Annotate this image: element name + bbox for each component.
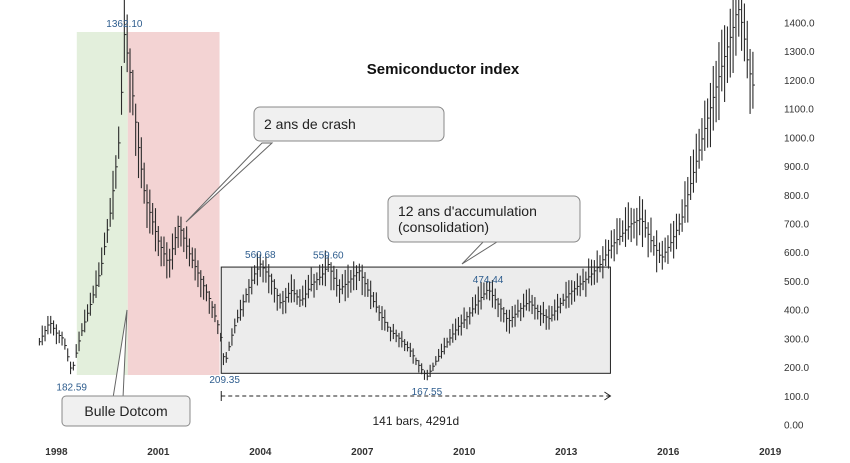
callouts: 2 ans de crash 12 ans d'accumulation(cons… xyxy=(61,106,612,428)
y-tick-label: 400.0 xyxy=(784,306,809,317)
x-tick-label: 2007 xyxy=(351,447,374,458)
consolidation-box-group xyxy=(220,266,611,374)
y-tick-label: 700.0 xyxy=(784,220,809,231)
measure-arrow xyxy=(604,391,612,401)
y-tick-label: 100.0 xyxy=(784,392,809,403)
y-tick-label: 1200.0 xyxy=(784,76,815,87)
dotcom-callout xyxy=(61,395,191,427)
accumulation-callout xyxy=(387,195,581,243)
y-tick-label: 1300.0 xyxy=(784,47,815,58)
point-label: 559.60 xyxy=(313,250,344,261)
y-axis-labels: 0.00 100.0 200.0 300.0 400.0 500.0 600.0 700.0 8… xyxy=(784,19,815,432)
y-tick-label: 1100.0 xyxy=(784,105,814,116)
point-label: 182.59 xyxy=(56,383,87,394)
x-tick-label: 2001 xyxy=(147,447,170,458)
y-tick-label: 800.0 xyxy=(784,191,809,202)
x-tick-label: 2004 xyxy=(249,447,272,458)
point-label: 474.44 xyxy=(473,275,504,286)
x-tick-label: 2019 xyxy=(759,447,782,458)
point-label: 1362.10 xyxy=(106,19,143,30)
accumulation-callout-line2: (consolidation) xyxy=(398,219,489,235)
y-tick-label: 1000.0 xyxy=(784,133,815,144)
x-tick-label: 1998 xyxy=(45,447,68,458)
accumulation-callout-pointer xyxy=(461,239,502,265)
highlight-regions xyxy=(76,32,220,375)
chart-title: Semiconductor index xyxy=(367,61,520,78)
x-axis-labels: 1998 2001 2004 2007 2010 2013 2016 2019 xyxy=(45,447,781,458)
point-label: 560.68 xyxy=(245,250,276,261)
crash-callout-pointer xyxy=(185,142,274,223)
dotcom-callout-label: Bulle Dotcom xyxy=(84,403,167,419)
y-tick-label: 0.00 xyxy=(784,421,804,432)
y-tick-label: 200.0 xyxy=(784,363,809,374)
y-tick-label: 500.0 xyxy=(784,277,809,288)
point-labels: 1362.10 182.59 560.68 559.60 474.44 209.35 167… xyxy=(56,19,503,398)
crash-callout xyxy=(253,106,445,142)
y-tick-label: 900.0 xyxy=(784,162,809,173)
y-tick-label: 600.0 xyxy=(784,248,809,259)
point-label: 209.35 xyxy=(209,375,240,386)
point-label: 167.55 xyxy=(412,387,443,398)
y-tick-label: 1400.0 xyxy=(784,19,815,30)
measure-label: 141 bars, 4291d xyxy=(372,414,459,428)
crash-callout-label: 2 ans de crash xyxy=(264,116,356,132)
consolidation-box xyxy=(220,266,611,374)
region-0 xyxy=(76,32,128,375)
x-tick-label: 2016 xyxy=(657,447,680,458)
accumulation-callout-line1: 12 ans d'accumulation xyxy=(398,203,537,219)
y-tick-label: 300.0 xyxy=(784,334,809,345)
x-tick-label: 2010 xyxy=(453,447,476,458)
price-bars xyxy=(38,0,755,381)
x-tick-label: 2013 xyxy=(555,447,578,458)
